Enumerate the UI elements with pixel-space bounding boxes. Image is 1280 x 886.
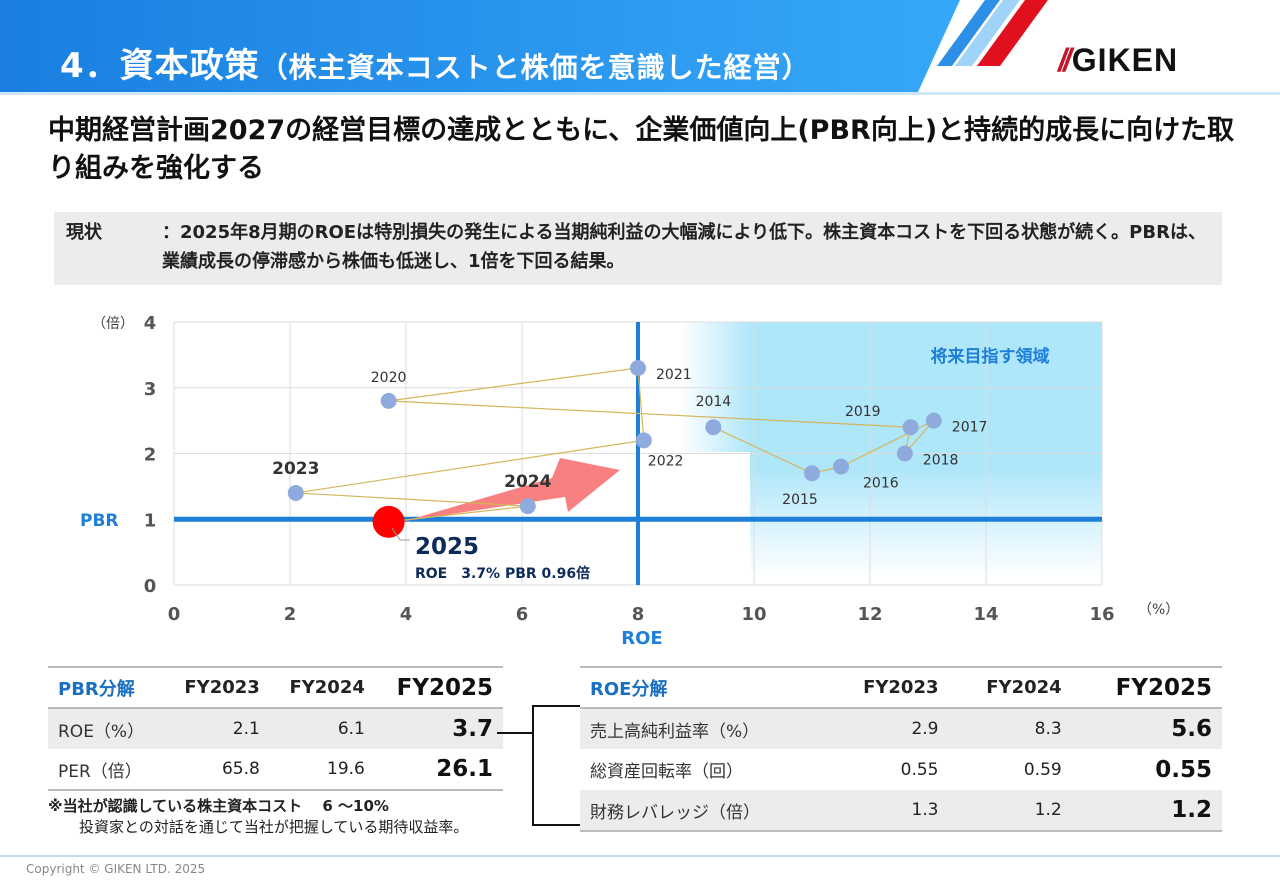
headline: 中期経営計画2027の経営目標の達成とともに、企業価値向上(PBR向上)と持続的… <box>48 115 1235 184</box>
footer-divider <box>0 855 1280 857</box>
cell: 0.55 <box>1155 756 1212 783</box>
point-label: 2021 <box>656 367 692 383</box>
cell: 26.1 <box>436 756 493 782</box>
x-tick-label: 2 <box>284 604 297 625</box>
giken-logo: //GIKEN <box>1058 42 1179 78</box>
table-header: FY2023 <box>863 677 939 698</box>
point-label: 2018 <box>923 453 959 469</box>
data-point-2022 <box>635 432 652 449</box>
cell: 0.55 <box>900 759 939 780</box>
data-point-2021 <box>630 360 646 377</box>
page-title: 4．資本政策（株主資本コストと株価を意識した経営） <box>60 38 811 87</box>
region-label: 将来目指す領域 <box>931 346 1050 367</box>
cell: 2.9 <box>911 719 939 739</box>
table-row: PER（倍） 65.8 19.6 26.1 <box>48 749 503 790</box>
highlight-detail: ROE 3.7% PBR 0.96倍 <box>415 565 590 582</box>
y-axis-title: PBR <box>80 511 119 531</box>
row-label: 売上高純利益率（%） <box>590 721 760 742</box>
table-row: 売上高純利益率（%） 2.9 8.3 5.6 <box>580 708 1222 749</box>
cell: 6.1 <box>337 719 365 739</box>
data-point-2019 <box>902 419 919 436</box>
row-label: 総資産回転率（回） <box>590 762 743 782</box>
roe-decomposition-table: ROE分解 FY2023 FY2024 FY2025 売上高純利益率（%） 2.9 8.3… <box>580 666 1222 832</box>
cell: 1.2 <box>1034 800 1062 820</box>
point-label: 2019 <box>845 404 881 420</box>
pbr-decomposition-table: PBR分解 FY2023 FY2024 FY2025 ROE（%） 2.1 6.1 3.7 … <box>48 666 503 791</box>
table-header: FY2024 <box>986 677 1062 698</box>
cost-of-equity-note: ※当社が認識している株主資本コスト 6 ～10% 投資家との対話を通じて当社が把… <box>48 796 468 838</box>
point-label: 2024 <box>504 472 551 492</box>
point-label: 2023 <box>272 459 319 479</box>
data-point-2018 <box>896 445 913 462</box>
status-box: 現状 ：2025年8月期のROEは特別損失の発生による当期純利益の大幅減により低… <box>54 212 1222 285</box>
data-point-2020 <box>380 392 397 409</box>
point-label: 2015 <box>782 492 818 508</box>
point-label: 2017 <box>952 420 988 436</box>
y-tick-label: 4 <box>144 313 157 334</box>
data-point-2015 <box>804 465 820 482</box>
header-banner <box>0 0 1280 95</box>
x-tick-label: 10 <box>741 604 766 625</box>
table-row: ROE（%） 2.1 6.1 3.7 <box>48 708 503 749</box>
data-point-2024 <box>519 498 536 515</box>
data-point-2025 <box>372 505 405 538</box>
data-point-2023 <box>287 484 304 501</box>
x-tick-label: 4 <box>400 604 413 625</box>
point-label: 2020 <box>371 370 407 386</box>
row-label: PER（倍） <box>58 761 142 782</box>
x-tick-label: 16 <box>1089 604 1114 625</box>
note-line2: 投資家との対話を通じて当社が把握している期待収益率。 <box>79 818 469 836</box>
note-line1: ※当社が認識している株主資本コスト 6 ～10% <box>48 797 389 815</box>
logo-text: GIKEN <box>1071 42 1179 78</box>
y-tick-label: 1 <box>144 510 157 531</box>
title-sub: （株主資本コストと株価を意識した経営） <box>259 51 811 84</box>
y-unit: （倍） <box>92 316 134 332</box>
table-row: 総資産回転率（回） 0.55 0.59 0.55 <box>580 749 1222 790</box>
data-point-2017 <box>925 412 942 429</box>
point-label: 2016 <box>863 476 899 492</box>
row-label: 財務レバレッジ（倍） <box>590 802 760 823</box>
copyright: Copyright © GIKEN LTD. 2025 <box>26 862 206 876</box>
x-tick-label: 14 <box>973 604 998 625</box>
highlight-year: 2025 <box>415 534 479 560</box>
y-tick-label: 0 <box>144 576 157 597</box>
point-label: 2022 <box>648 453 684 469</box>
x-unit: （%） <box>1138 602 1179 618</box>
data-point-2014 <box>705 419 722 436</box>
table-header: FY2025 <box>1115 674 1212 701</box>
cell: 65.8 <box>221 759 260 779</box>
status-text: ：2025年8月期のROEは特別損失の発生による当期純利益の大幅減により低下。株… <box>162 222 1206 272</box>
y-tick-label: 3 <box>144 379 157 400</box>
cell: 0.59 <box>1023 759 1062 780</box>
table-header: PBR分解 <box>58 678 135 700</box>
table-row: 財務レバレッジ（倍） 1.3 1.2 1.2 <box>580 790 1222 831</box>
title-main: 4．資本政策 <box>60 46 260 86</box>
target-region <box>680 322 1102 577</box>
y-tick-label: 2 <box>144 445 157 466</box>
x-tick-label: 0 <box>168 604 181 625</box>
row-label: ROE（%） <box>58 721 145 742</box>
x-tick-label: 6 <box>516 604 529 625</box>
x-axis-title: ROE <box>621 628 662 649</box>
x-tick-label: 12 <box>857 604 882 625</box>
cell: 19.6 <box>327 759 365 779</box>
table-header: FY2023 <box>184 677 260 698</box>
cell: 1.2 <box>1171 797 1212 823</box>
growth-arrow <box>405 458 620 521</box>
point-label: 2014 <box>696 394 732 410</box>
table-header: FY2025 <box>396 674 493 701</box>
cell: 3.7 <box>452 716 493 742</box>
cell: 8.3 <box>1034 719 1062 739</box>
cell: 5.6 <box>1171 716 1212 742</box>
cell: 1.3 <box>911 800 939 820</box>
data-point-2016 <box>833 458 849 475</box>
cell: 2.1 <box>232 719 260 739</box>
x-tick-label: 8 <box>632 604 645 625</box>
table-header: FY2024 <box>289 677 365 698</box>
status-label: 現状 <box>66 222 102 243</box>
table-header: ROE分解 <box>590 678 668 700</box>
